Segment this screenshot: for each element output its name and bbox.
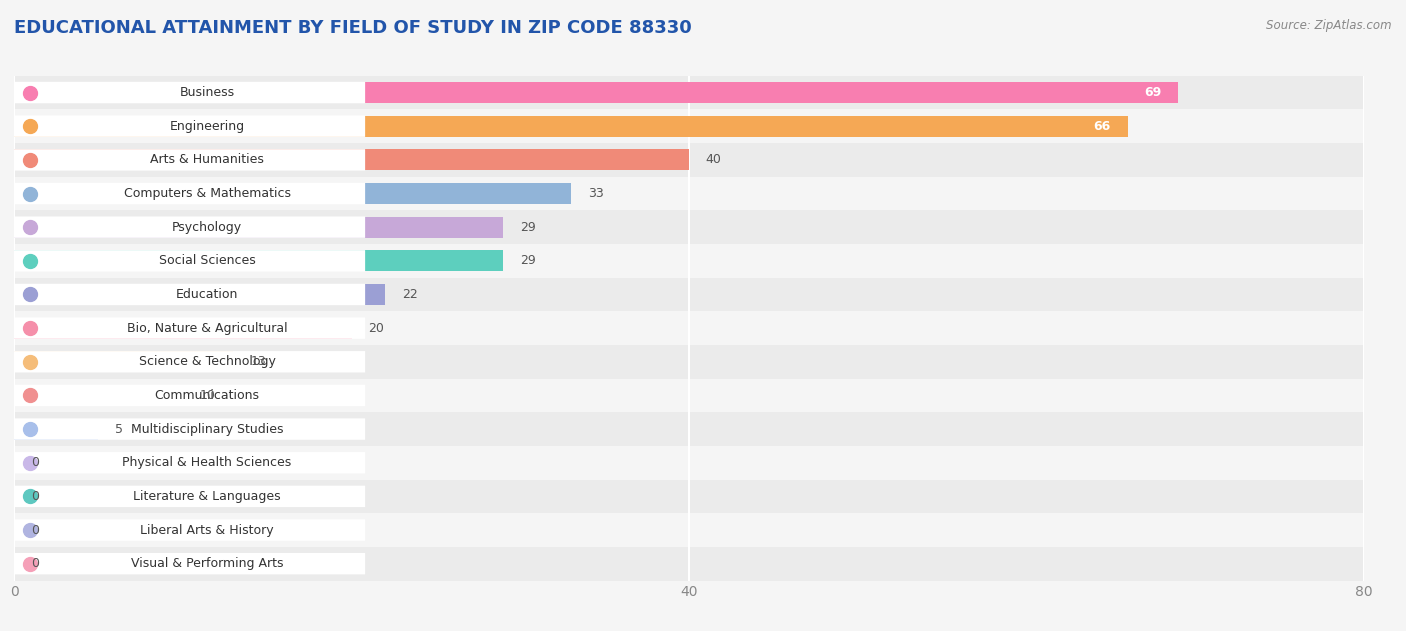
Text: 0: 0 bbox=[31, 490, 39, 503]
Text: 10: 10 bbox=[200, 389, 215, 402]
Bar bbox=[14, 251, 503, 271]
Bar bbox=[14, 480, 1364, 513]
Text: Physical & Health Sciences: Physical & Health Sciences bbox=[122, 456, 291, 469]
Text: 0: 0 bbox=[31, 557, 39, 570]
FancyBboxPatch shape bbox=[14, 115, 366, 137]
Bar bbox=[14, 76, 1364, 109]
Text: Source: ZipAtlas.com: Source: ZipAtlas.com bbox=[1267, 19, 1392, 32]
Bar bbox=[14, 278, 1364, 311]
Text: Engineering: Engineering bbox=[170, 120, 245, 133]
Bar bbox=[14, 115, 1128, 137]
Bar bbox=[14, 379, 1364, 412]
Text: Computers & Mathematics: Computers & Mathematics bbox=[124, 187, 291, 200]
Bar bbox=[14, 210, 1364, 244]
Text: 22: 22 bbox=[402, 288, 418, 301]
FancyBboxPatch shape bbox=[14, 183, 366, 204]
FancyBboxPatch shape bbox=[14, 418, 366, 440]
Text: Bio, Nature & Agricultural: Bio, Nature & Agricultural bbox=[127, 322, 287, 334]
Text: Liberal Arts & History: Liberal Arts & History bbox=[141, 524, 274, 536]
Bar bbox=[14, 284, 385, 305]
Bar bbox=[14, 216, 503, 238]
Bar bbox=[14, 317, 352, 339]
Bar bbox=[14, 418, 98, 440]
Bar bbox=[14, 446, 1364, 480]
Text: Social Sciences: Social Sciences bbox=[159, 254, 256, 268]
Text: Visual & Performing Arts: Visual & Performing Arts bbox=[131, 557, 284, 570]
Text: Communications: Communications bbox=[155, 389, 260, 402]
Bar bbox=[14, 150, 689, 170]
Text: Science & Technology: Science & Technology bbox=[139, 355, 276, 369]
Bar bbox=[14, 183, 571, 204]
FancyBboxPatch shape bbox=[14, 486, 366, 507]
Bar bbox=[14, 547, 1364, 581]
FancyBboxPatch shape bbox=[14, 284, 366, 305]
FancyBboxPatch shape bbox=[14, 553, 366, 574]
Text: 33: 33 bbox=[588, 187, 603, 200]
FancyBboxPatch shape bbox=[14, 149, 366, 170]
Text: 13: 13 bbox=[250, 355, 266, 369]
Text: 0: 0 bbox=[31, 456, 39, 469]
FancyBboxPatch shape bbox=[14, 82, 366, 103]
Bar bbox=[14, 412, 1364, 446]
Bar bbox=[14, 351, 233, 372]
Text: EDUCATIONAL ATTAINMENT BY FIELD OF STUDY IN ZIP CODE 88330: EDUCATIONAL ATTAINMENT BY FIELD OF STUDY… bbox=[14, 19, 692, 37]
Text: Arts & Humanities: Arts & Humanities bbox=[150, 153, 264, 167]
Text: 5: 5 bbox=[115, 423, 124, 435]
Bar bbox=[14, 345, 1364, 379]
FancyBboxPatch shape bbox=[14, 317, 366, 339]
Bar bbox=[14, 82, 1178, 103]
Bar bbox=[14, 109, 1364, 143]
Text: 20: 20 bbox=[368, 322, 384, 334]
Text: Psychology: Psychology bbox=[172, 221, 242, 233]
FancyBboxPatch shape bbox=[14, 519, 366, 541]
Text: Multidisciplinary Studies: Multidisciplinary Studies bbox=[131, 423, 284, 435]
Text: Education: Education bbox=[176, 288, 238, 301]
Bar bbox=[14, 513, 1364, 547]
FancyBboxPatch shape bbox=[14, 351, 366, 372]
FancyBboxPatch shape bbox=[14, 216, 366, 238]
Text: 66: 66 bbox=[1094, 120, 1111, 133]
Bar bbox=[14, 385, 183, 406]
FancyBboxPatch shape bbox=[14, 385, 366, 406]
Text: 69: 69 bbox=[1144, 86, 1161, 99]
Bar bbox=[14, 311, 1364, 345]
Bar bbox=[14, 177, 1364, 210]
Text: Business: Business bbox=[180, 86, 235, 99]
FancyBboxPatch shape bbox=[14, 250, 366, 271]
Text: 40: 40 bbox=[706, 153, 721, 167]
Bar bbox=[14, 143, 1364, 177]
Text: Literature & Languages: Literature & Languages bbox=[134, 490, 281, 503]
Bar bbox=[14, 244, 1364, 278]
Text: 29: 29 bbox=[520, 221, 536, 233]
Text: 0: 0 bbox=[31, 524, 39, 536]
FancyBboxPatch shape bbox=[14, 452, 366, 473]
Text: 29: 29 bbox=[520, 254, 536, 268]
